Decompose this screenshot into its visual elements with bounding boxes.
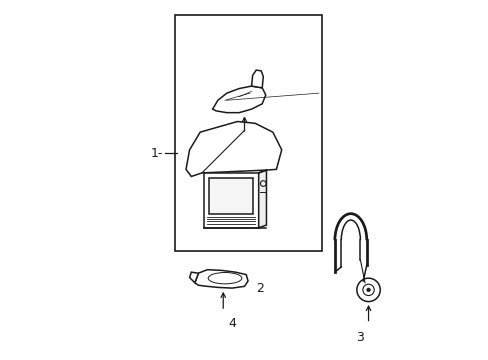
Circle shape [366,288,369,292]
Polygon shape [195,270,247,288]
Circle shape [356,278,380,302]
Bar [203,173,258,228]
Bar [175,15,322,251]
Bar [209,178,253,214]
Text: 4: 4 [228,317,236,330]
Circle shape [362,284,373,296]
Polygon shape [258,170,266,228]
Text: 1-: 1- [150,147,163,160]
Text: 3: 3 [355,331,363,344]
Polygon shape [251,70,263,88]
Text: 2: 2 [256,282,264,294]
Polygon shape [212,86,265,113]
Polygon shape [189,272,198,283]
Polygon shape [185,122,281,176]
